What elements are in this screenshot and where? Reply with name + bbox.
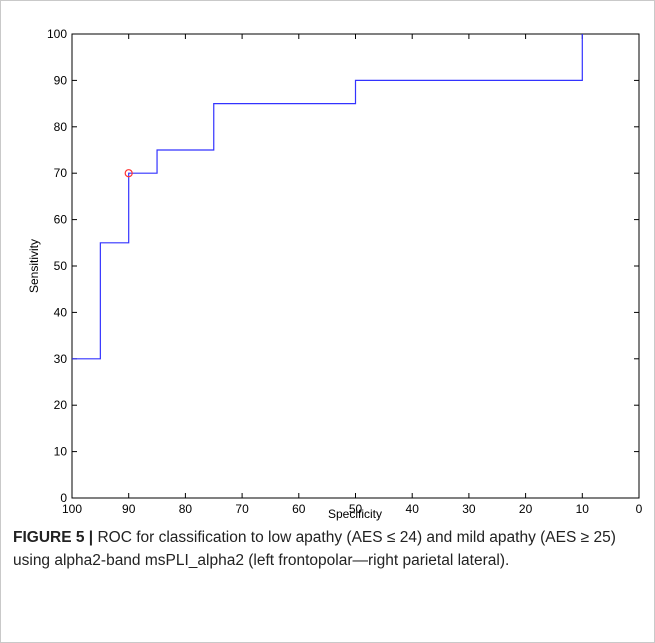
- x-tick-label: 90: [122, 502, 136, 516]
- x-tick-label: 70: [235, 502, 249, 516]
- x-tick-label: 60: [292, 502, 306, 516]
- marker-layer: [124, 169, 133, 178]
- optimal-point-marker: [124, 169, 133, 178]
- y-tick-label: 80: [54, 120, 68, 134]
- x-tick-label: 100: [62, 502, 82, 516]
- plot-area: [71, 33, 640, 499]
- x-tick-label: 20: [519, 502, 533, 516]
- caption-text: ROC for classification to low apathy (AE…: [13, 529, 616, 569]
- y-tick-label: 100: [47, 27, 67, 41]
- y-tick-label: 90: [54, 73, 68, 87]
- x-tick-label: 40: [406, 502, 420, 516]
- y-tick-label: 20: [54, 398, 68, 412]
- x-tick-label: 10: [576, 502, 590, 516]
- figure-label: FIGURE 5 |: [13, 529, 94, 546]
- roc-curve: [72, 34, 583, 360]
- figure-caption: FIGURE 5 | ROC for classification to low…: [13, 526, 641, 572]
- x-tick-label: 80: [179, 502, 193, 516]
- y-tick-label: 50: [54, 259, 68, 273]
- x-tick-label: 30: [462, 502, 476, 516]
- x-axis-ticks: 100 90 80 70 60 50 40 30 20 10 0: [62, 34, 643, 516]
- y-axis-ticks: 0 10 20 30 40 50 60 70 80 90 100: [47, 27, 639, 505]
- y-tick-label: 60: [54, 213, 68, 227]
- x-axis-title: Specificity: [328, 507, 382, 521]
- y-tick-label: 0: [60, 491, 67, 505]
- y-tick-label: 30: [54, 352, 68, 366]
- x-tick-label: 0: [636, 502, 643, 516]
- y-tick-label: 10: [54, 445, 68, 459]
- x-tick-label: 50: [349, 502, 363, 516]
- y-axis-title: Sensitivity: [27, 239, 41, 293]
- series-layer: [72, 34, 583, 360]
- y-tick-label: 40: [54, 305, 68, 319]
- y-tick-label: 70: [54, 166, 68, 180]
- roc-chart: 100 90 80 70 60 50 40 30 20 10 0 01020304050607080…: [27, 27, 643, 521]
